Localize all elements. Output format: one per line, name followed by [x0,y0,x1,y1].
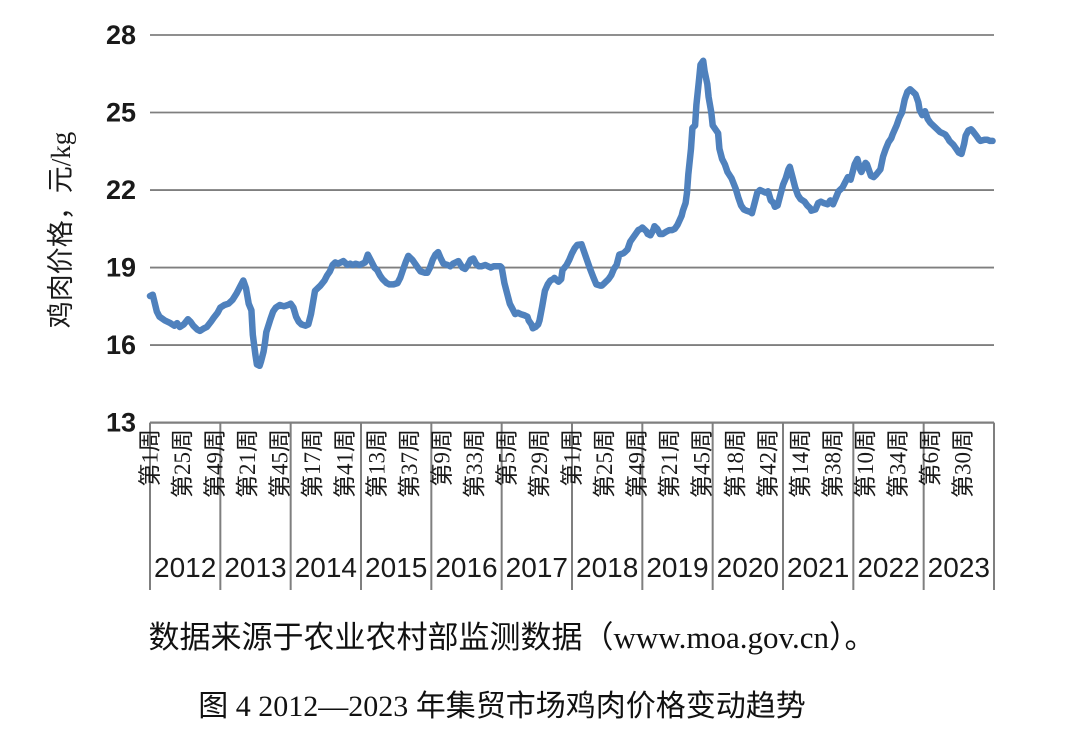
price-line-series [146,57,996,370]
x-axis-year-labels: 2012 2013 2014 2015 2016 2017 2018 2019 2020 2021… [154,552,990,583]
week-tick-label: 第17周 [300,429,325,498]
y-tick-label: 13 [106,408,136,438]
week-tick-label: 第42周 [756,429,781,498]
data-source-note: 数据来源于农业农村部监测数据（www.moa.gov.cn）。 [148,620,876,655]
week-tick-label: 第1周 [560,429,585,487]
week-tick-label: 第33周 [462,429,487,498]
figure-title: 图 4 2012—2023 年集贸市场鸡肉价格变动趋势 [198,690,806,723]
y-tick-label: 19 [106,253,136,283]
week-tick-label: 第25周 [170,429,195,498]
year-label: 2020 [717,552,779,583]
year-label: 2016 [435,552,497,583]
y-tick-label: 22 [106,175,136,205]
gridlines [150,34,994,424]
year-label: 2014 [295,552,357,583]
week-tick-label: 第6周 [918,429,943,487]
week-tick-label: 第21周 [657,429,682,498]
year-label: 2018 [576,552,638,583]
week-tick-label: 第13周 [365,429,390,498]
week-tick-label: 第49周 [624,429,649,498]
week-tick-label: 第38周 [821,429,846,498]
week-tick-label: 第9周 [430,429,455,487]
week-tick-label: 第34周 [885,429,910,498]
week-tick-label: 第49周 [202,429,227,498]
y-tick-label: 25 [106,98,136,128]
week-tick-label: 第5周 [495,429,520,487]
year-label: 2015 [365,552,427,583]
week-tick-label: 第14周 [788,429,813,498]
week-tick-label: 第18周 [723,429,748,498]
year-label: 2019 [646,552,708,583]
week-tick-label: 第25周 [592,429,617,498]
week-tick-label: 第45周 [267,429,292,498]
y-axis-title: 鸡肉价格，元/kg [46,132,76,329]
year-label: 2021 [787,552,849,583]
y-tick-label: 16 [106,330,136,360]
week-tick-label: 第10周 [853,429,878,498]
x-axis-week-labels: 第1周 第25周 第49周 第21周 第45周 第17周 第41周 第13周 第37周 第9周 第3… [138,429,976,498]
y-axis-tick-labels: 28 25 22 19 16 13 [106,20,136,438]
year-label: 2012 [154,552,216,583]
week-tick-label: 第30周 [950,429,975,498]
y-tick-label: 28 [106,20,136,50]
year-label: 2023 [928,552,990,583]
year-label: 2017 [506,552,568,583]
x-axis-year-table [149,422,995,590]
week-tick-label: 第45周 [689,429,714,498]
week-tick-label: 第41周 [332,429,357,498]
year-label: 2013 [224,552,286,583]
year-label: 2022 [857,552,919,583]
week-tick-label: 第29周 [527,429,552,498]
week-tick-label: 第37周 [397,429,422,498]
week-tick-label: 第1周 [138,429,163,487]
week-tick-label: 第21周 [235,429,260,498]
